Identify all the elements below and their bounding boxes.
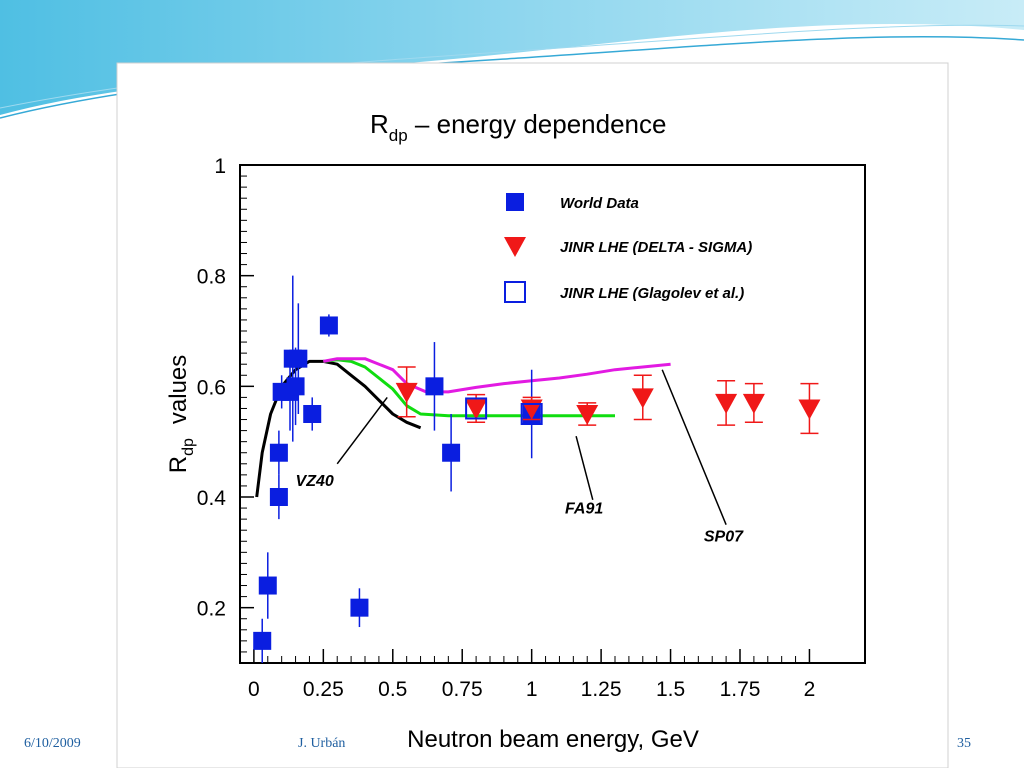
legend-label: World Data bbox=[560, 195, 639, 212]
annotation-leader bbox=[661, 369, 727, 525]
data-point bbox=[742, 393, 765, 414]
data-point bbox=[286, 377, 305, 396]
data-point bbox=[798, 399, 821, 420]
y-tick-label: 0.6 bbox=[197, 376, 226, 399]
data-point bbox=[576, 405, 599, 425]
data-point bbox=[520, 403, 543, 425]
axes-ticks: 0 0.25 0.5 0.75 1 1.25 1.5 1.75 2 0.2 0.4 0.6 0.8 1 bbox=[197, 155, 815, 701]
legend-marker bbox=[504, 281, 526, 303]
data-point bbox=[289, 349, 308, 368]
y-tick-label: 0.8 bbox=[197, 266, 226, 289]
data-point bbox=[465, 397, 488, 420]
x-axis-label: Neutron beam energy, GeV bbox=[407, 726, 699, 753]
data-point bbox=[258, 576, 277, 595]
footer-date: 6/10/2009 bbox=[24, 736, 81, 751]
data-point bbox=[425, 377, 444, 396]
x-tick-label: 0 bbox=[248, 678, 260, 701]
data-point bbox=[715, 393, 738, 414]
annotations: VZ40 FA91 SP07 bbox=[296, 369, 744, 545]
header-swoosh bbox=[0, 0, 1024, 115]
legend-label: JINR LHE (Glagolev et al.) bbox=[560, 285, 744, 302]
curve-vz40 bbox=[255, 359, 422, 498]
data-point bbox=[253, 631, 272, 650]
data-point bbox=[269, 443, 288, 462]
annotation-leader bbox=[336, 396, 388, 465]
y-tick-label: 1 bbox=[214, 155, 226, 178]
annotation-leader bbox=[575, 435, 594, 500]
data-point bbox=[465, 399, 488, 420]
curve-sp07 bbox=[323, 357, 671, 394]
footer-page-number: 35 bbox=[957, 736, 971, 751]
annotation-label: FA91 bbox=[565, 501, 603, 518]
y-tick-label: 0.2 bbox=[197, 598, 226, 621]
plot-area bbox=[239, 164, 866, 664]
legend-marker bbox=[504, 237, 526, 257]
x-tick-label: 0.25 bbox=[303, 678, 344, 701]
chart-title: Rdp – energy dependence bbox=[370, 109, 666, 145]
x-tick-label: 1 bbox=[526, 678, 538, 701]
legend-label: JINR LHE (DELTA - SIGMA) bbox=[560, 239, 752, 256]
data-point bbox=[350, 598, 369, 617]
legend-marker bbox=[506, 193, 524, 211]
data-points bbox=[253, 275, 821, 663]
annotation-label: VZ40 bbox=[296, 473, 334, 490]
data-point bbox=[442, 443, 461, 462]
legend: World Data JINR LHE (DELTA - SIGMA) JINR L… bbox=[504, 193, 752, 303]
y-axis-label: Rdpvalues bbox=[165, 355, 197, 474]
data-point bbox=[269, 488, 288, 506]
x-tick-label: 1.25 bbox=[581, 678, 622, 701]
data-point bbox=[631, 388, 654, 409]
y-tick-label: 0.4 bbox=[197, 487, 227, 510]
x-tick-label: 1.75 bbox=[720, 678, 761, 701]
x-tick-label: 2 bbox=[804, 678, 816, 701]
x-tick-label: 0.75 bbox=[442, 678, 483, 701]
data-point bbox=[319, 316, 338, 335]
annotation-label: SP07 bbox=[704, 528, 744, 545]
x-tick-label: 1.5 bbox=[656, 678, 685, 701]
footer-author: J. Urbán bbox=[298, 736, 346, 751]
data-point bbox=[303, 405, 322, 423]
x-tick-label: 0.5 bbox=[378, 678, 407, 701]
data-point bbox=[395, 382, 418, 403]
